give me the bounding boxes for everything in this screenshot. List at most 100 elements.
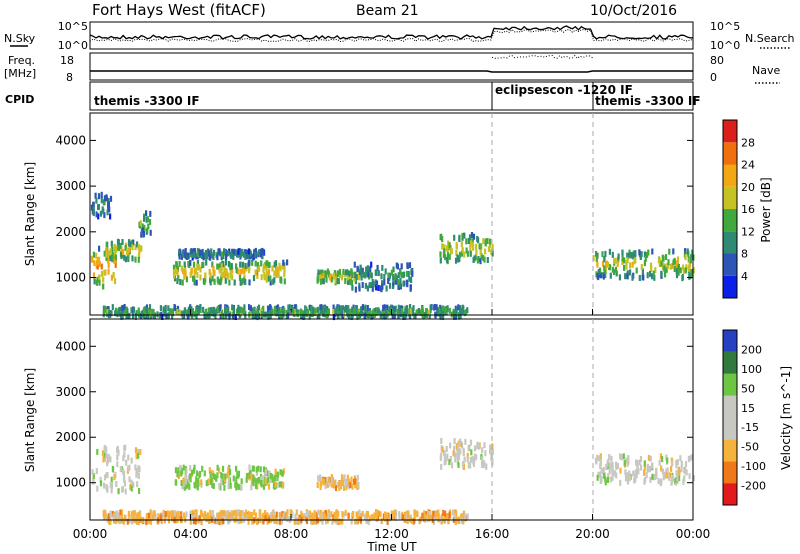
power-echo-cell [105,254,108,261]
power-echo-cell [447,252,450,258]
velocity-echo-cell [113,474,116,481]
power-echo-cell [379,285,382,292]
power-echo-cell [248,304,251,311]
velocity-echo-cell [227,483,230,490]
velocity-colorbar-tick: 100 [741,363,762,376]
velocity-echo-cell [136,448,140,455]
power-echo-cell [105,247,108,254]
power-echo-cell [254,269,257,276]
power-echo-cell [279,310,282,317]
power-echo-cell [114,254,117,261]
velocity-echo-cell [337,518,340,524]
velocity-echo-cell [442,509,445,516]
velocity-echo-cell [675,470,678,476]
power-echo-cell [176,266,179,273]
velocity-echo-cell [635,468,638,475]
velocity-echo-cell [454,456,457,463]
power-echo-cell [450,248,453,255]
power-echo-cell [374,307,377,314]
velocity-echo-cell [393,510,396,517]
velocity-colorbar-label: Velocity [m s^-1] [779,366,793,470]
power-echo-cell [428,313,431,320]
velocity-echo-cell [411,518,414,525]
velocity-echo-cell [370,514,373,521]
power-echo-cell [399,281,402,288]
velocity-echo-cell [690,454,693,461]
power-echo-cell [663,265,666,272]
velocity-echo-cell [325,518,328,525]
cpid-segment-3: themis -3300 IF [595,94,701,108]
velocity-echo-cell [325,515,328,522]
power-echo-cell [235,263,238,270]
velocity-echo-cell [234,509,237,516]
noise-panel-frame [89,21,694,50]
power-echo-cell [93,278,96,285]
velocity-echo-cell [638,459,641,466]
power-echo-cell [192,261,196,268]
power-echo-cell [204,252,207,259]
power-echo-cell [229,272,232,279]
power-echo-cell [212,249,216,256]
power-echo-cell [341,313,344,319]
velocity-echo-cell [159,514,162,521]
power-echo-cell [375,270,378,276]
power-echo-cell [351,284,354,291]
power-echo-cell [647,249,650,256]
velocity-echo-cell [427,514,430,521]
velocity-echo-cell [116,454,119,461]
power-echo-cell [442,310,445,317]
power-echo-cell [99,210,102,217]
power-colorbar: 4 8 12 16 20 24 28 [722,119,755,299]
power-echo-cell [342,268,345,275]
power-echo-cell [111,304,114,311]
velocity-echo-cell [200,511,203,518]
velocity-colorbar-segment [723,461,737,484]
velocity-echo-cell [240,517,243,524]
velocity-colorbar-tick: -200 [741,480,766,493]
power-echo-cell [106,306,109,312]
power-echo-cell [338,269,341,275]
power-echo-cell [634,250,637,257]
velocity-echo-cell [375,511,378,518]
velocity-echo-cell [375,515,378,522]
velocity-echo-cell [123,451,126,458]
power-echo-cell [200,253,204,259]
power-echo-cell [107,197,110,204]
power-echo-cell [448,307,451,314]
velocity-echo-cell [280,518,283,525]
power-echo-cell [381,283,384,290]
power-echo-cell [96,259,99,266]
velocity-echo-cell [201,465,204,472]
power-echo-cell [227,261,230,267]
power-echo-cell [212,306,215,313]
power-echo-cell [445,245,449,252]
power-echo-cell [391,313,394,320]
power-echo-cell [467,238,470,244]
power-echo-cell [219,277,223,284]
power-echo-cell [278,262,281,269]
power-echo-cell [139,220,142,227]
nave-right-tick-top: 80 [710,54,724,67]
velocity-echo-cell [636,460,639,467]
power-echo-cell [189,271,192,278]
power-echo-cell [371,285,374,292]
velocity-echo-cell [315,512,318,519]
power-echo-cell [113,278,117,284]
power-echo-cell [269,304,272,311]
power-echo-cell [171,313,174,320]
velocity-echo-cell [282,482,285,489]
velocity-echo-cell [318,476,321,482]
power-echo-cell [383,274,386,280]
power-echo-cell [401,308,404,314]
velocity-echo-cell [214,518,217,525]
power-echo-cell [172,269,176,276]
velocity-colorbar-segment [723,330,737,352]
velocity-echo-cell [191,469,194,476]
power-echo-cell [190,267,193,274]
power-echo-cell [109,195,113,202]
power-echo-cell [603,265,606,272]
velocity-echo-cell [625,473,628,480]
velocity-echo-cell [321,518,324,525]
power-echo-cell [184,248,187,254]
power-echo-cell [193,311,196,318]
